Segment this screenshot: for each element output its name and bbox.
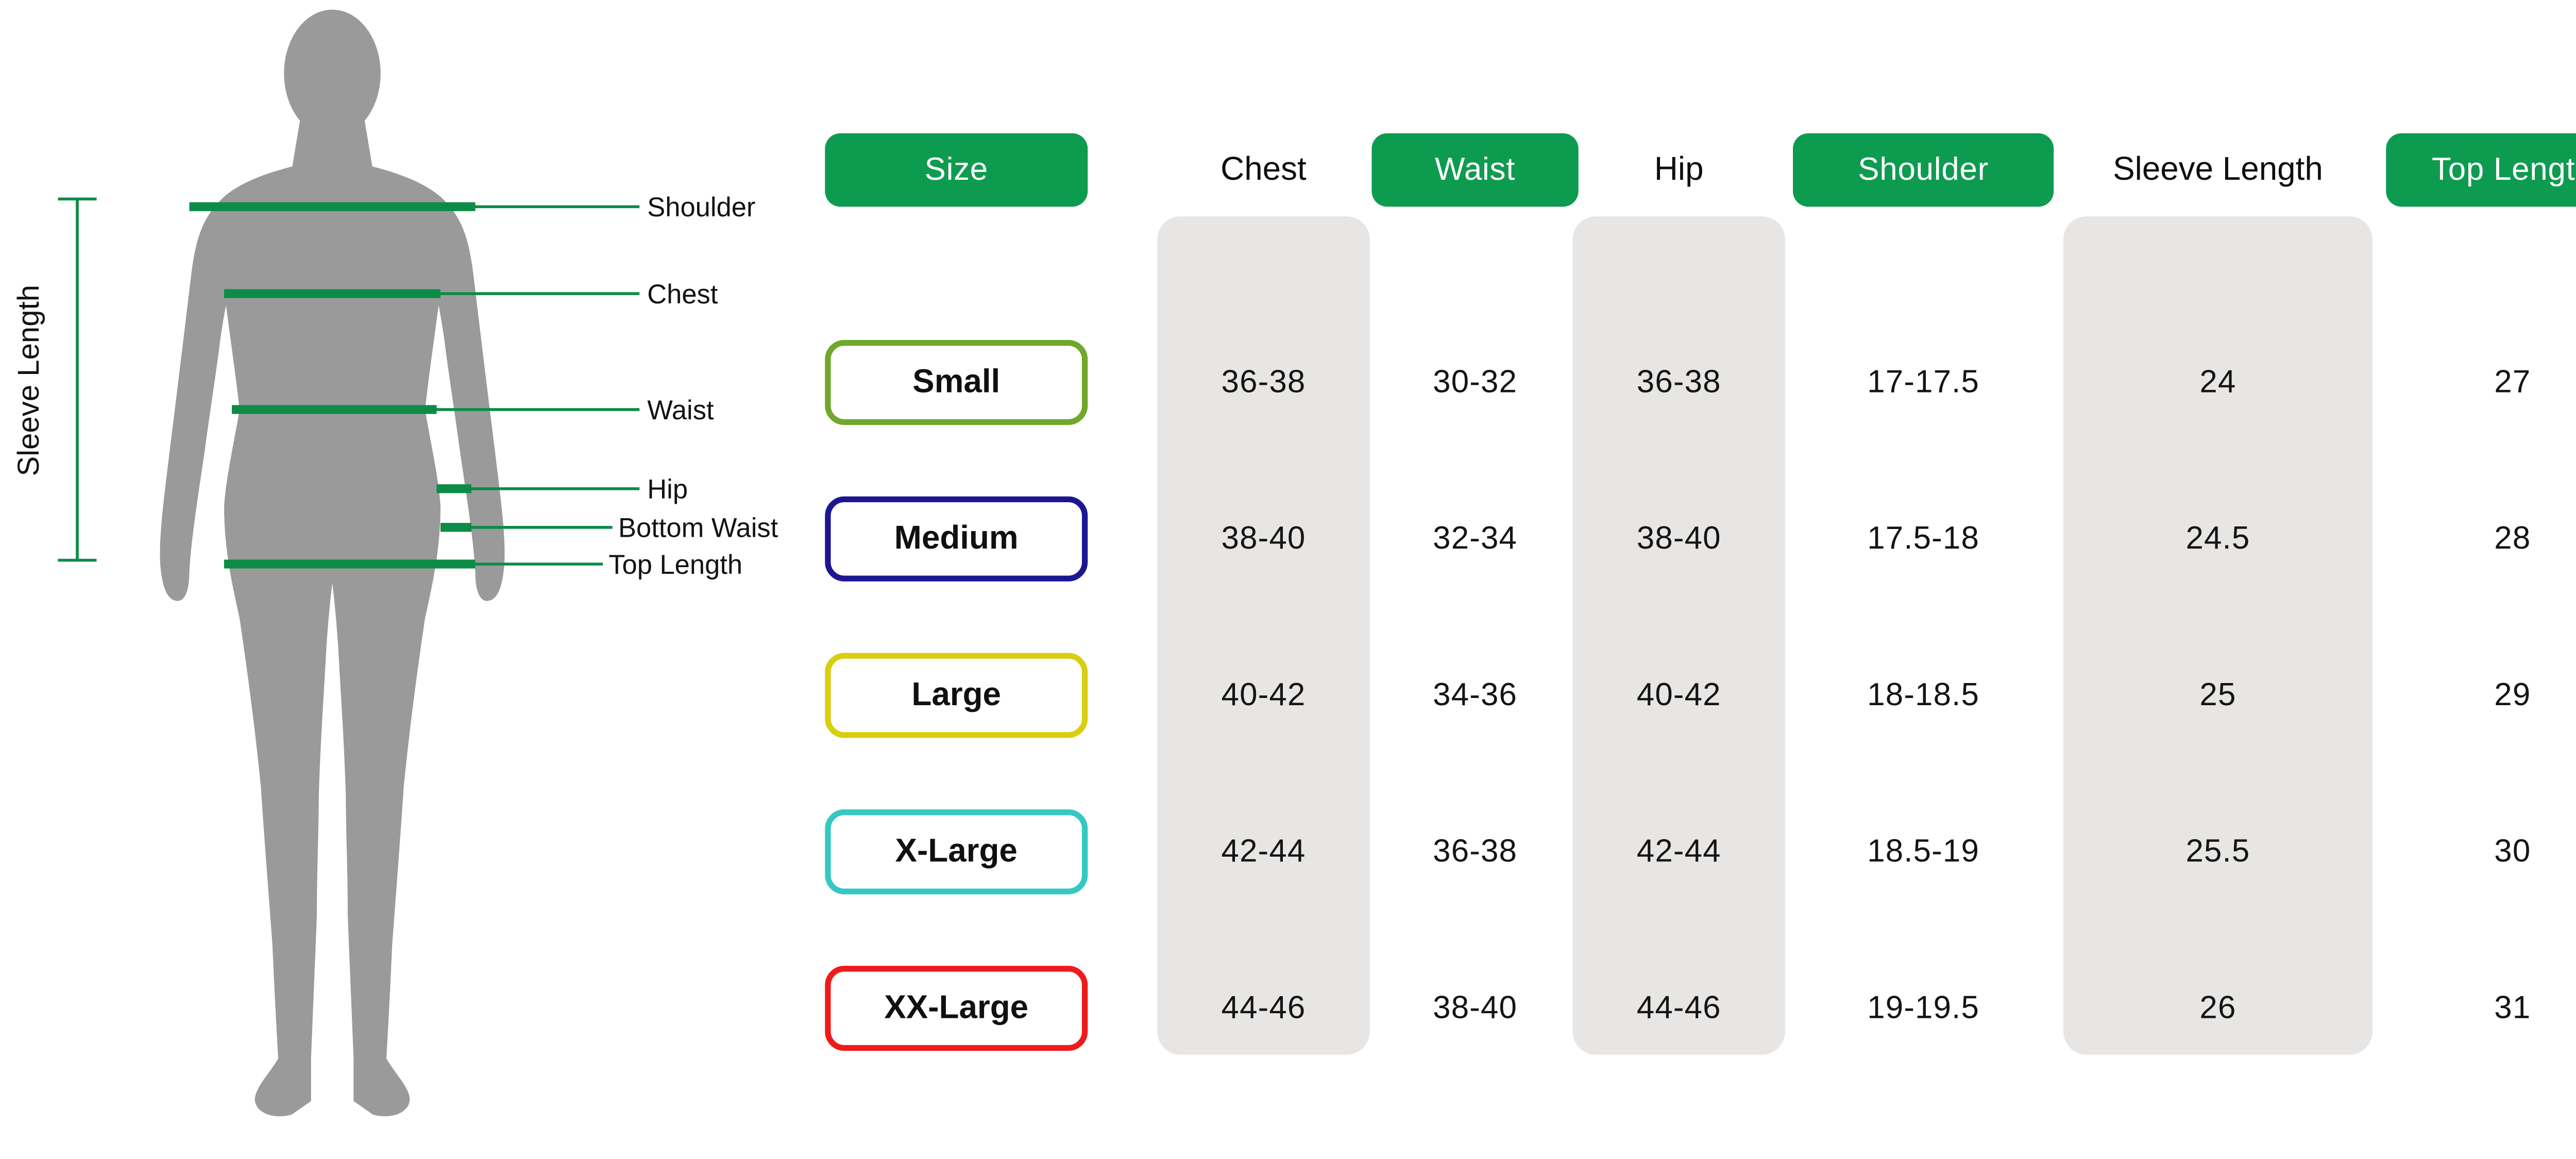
table-cell: 26: [2199, 990, 2236, 1025]
chest-header: Chest: [1221, 150, 1307, 188]
measurement-lines: [58, 197, 640, 569]
waist-label: Waist: [647, 395, 714, 425]
waist-header: Waist: [1371, 133, 1579, 207]
silhouette-left-half: [160, 166, 332, 1117]
table-cell: 19-19.5: [1867, 990, 1979, 1025]
table-cell: 36-38: [1636, 364, 1721, 399]
table-cell: 25: [2199, 677, 2236, 712]
column-chest: Chest 36-38 38-40 40-42 42-44 44-46: [1157, 0, 1370, 1159]
size-pill-small: Small: [825, 340, 1088, 425]
top-length-label: Top Length: [608, 550, 742, 580]
table-cell: 30-32: [1433, 364, 1518, 399]
column-size: Size Small Medium Large X-Large XX-Large: [825, 0, 1088, 1159]
shoulder-header: Shoulder: [1793, 133, 2054, 207]
table-cell: 27: [2494, 364, 2531, 399]
sleeve-length-header: Sleeve Length: [2113, 150, 2323, 188]
hip-label: Hip: [647, 474, 688, 505]
body-silhouette: [160, 9, 505, 1117]
silhouette-right-half: [332, 166, 505, 1117]
column-sleeve-length: Sleeve Length 24 24.5 25 25.5 26: [2063, 0, 2372, 1159]
table-cell: 17.5-18: [1867, 520, 1979, 556]
top-length-header: Top Length: [2386, 133, 2576, 207]
table-cell: 24.5: [2185, 520, 2250, 556]
size-header: Size: [825, 133, 1088, 207]
table-cell: 18.5-19: [1867, 833, 1979, 868]
silhouette-head: [284, 9, 381, 138]
silhouette-neck: [292, 112, 373, 170]
table-cell: 38-40: [1433, 990, 1518, 1025]
table-cell: 38-40: [1221, 520, 1306, 556]
body-measurement-diagram: Shoulder Chest Waist Hip Bottom Waist To…: [12, 9, 778, 1117]
table-cell: 42-44: [1221, 833, 1306, 868]
sleeve-length-label: Sleeve Length: [12, 285, 45, 476]
table-cell: 28: [2494, 520, 2531, 556]
shoulder-label: Shoulder: [647, 192, 755, 223]
chest-label: Chest: [647, 279, 718, 310]
table-cell: 24: [2199, 364, 2236, 399]
column-shoulder: Shoulder 17-17.5 17.5-18 18-18.5 18.5-19…: [1793, 0, 2054, 1159]
sleeve-length-column-band: [2063, 216, 2372, 1055]
table-cell: 18-18.5: [1867, 677, 1979, 712]
table-cell: 40-42: [1221, 677, 1306, 712]
table-cell: 42-44: [1636, 833, 1721, 868]
size-pill-large: Large: [825, 653, 1088, 738]
figure-labels: Shoulder Chest Waist Hip Bottom Waist To…: [12, 192, 778, 580]
column-top-length: Top Length 27 28 29 30 31: [2386, 0, 2576, 1159]
column-hip: Hip 36-38 38-40 40-42 42-44 44-46: [1572, 0, 1785, 1159]
hip-header: Hip: [1654, 150, 1704, 188]
size-pill-xx-large: XX-Large: [825, 966, 1088, 1051]
table-cell: 34-36: [1433, 677, 1518, 712]
bottom-waist-label: Bottom Waist: [618, 513, 778, 543]
table-cell: 38-40: [1636, 520, 1721, 556]
size-pill-x-large: X-Large: [825, 809, 1088, 895]
size-pill-medium: Medium: [825, 496, 1088, 582]
table-cell: 17-17.5: [1867, 364, 1979, 399]
table-cell: 30: [2494, 833, 2531, 868]
table-cell: 29: [2494, 677, 2531, 712]
table-cell: 32-34: [1433, 520, 1518, 556]
column-waist: Waist 30-32 32-34 34-36 36-38 38-40: [1371, 0, 1579, 1159]
table-cell: 31: [2494, 990, 2531, 1025]
table-cell: 44-46: [1221, 990, 1306, 1025]
table-cell: 44-46: [1636, 990, 1721, 1025]
chest-column-band: [1157, 216, 1370, 1055]
hip-column-band: [1572, 216, 1785, 1055]
table-cell: 36-38: [1221, 364, 1306, 399]
table-cell: 40-42: [1636, 677, 1721, 712]
table-cell: 25.5: [2185, 833, 2250, 868]
table-cell: 36-38: [1433, 833, 1518, 868]
